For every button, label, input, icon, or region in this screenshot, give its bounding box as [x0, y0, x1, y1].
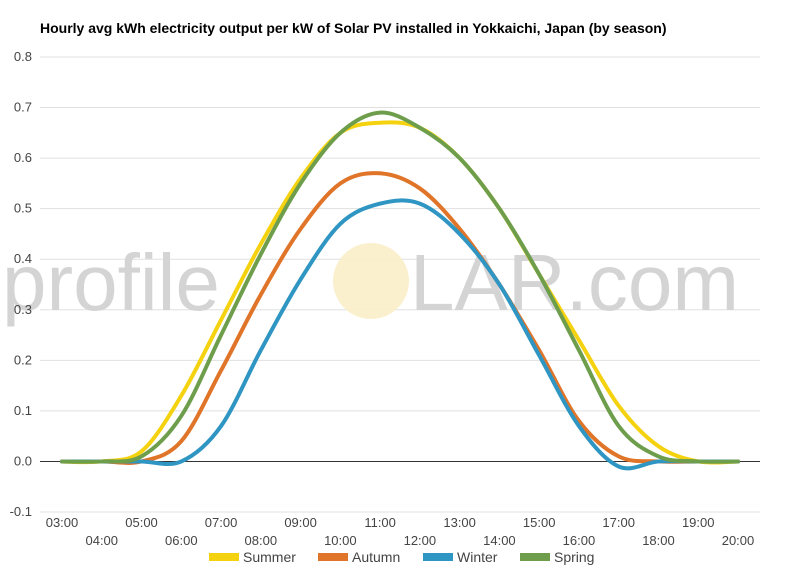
legend-swatch-spring	[520, 553, 550, 561]
series-line-spring	[60, 110, 740, 464]
x-tick-label: 13:00	[443, 515, 476, 530]
x-tick-label: 16:00	[563, 533, 596, 548]
watermark-text-right: LAR.com	[410, 238, 739, 327]
legend-swatch-autumn	[318, 553, 348, 561]
x-tick-label: 15:00	[523, 515, 556, 530]
legend: Summer Autumn Winter Spring	[209, 549, 594, 565]
x-tick-label: 19:00	[682, 515, 715, 530]
watermark: profile LAR.com	[2, 238, 739, 327]
watermark-sun-icon	[333, 243, 409, 319]
y-tick-label: 0.3	[14, 302, 32, 317]
legend-label-winter: Winter	[457, 549, 498, 565]
legend-label-spring: Spring	[554, 549, 594, 565]
x-tick-label: 05:00	[125, 515, 158, 530]
y-tick-label: 0.8	[14, 49, 32, 64]
series-lines	[60, 110, 740, 471]
y-tick-label: 0.0	[14, 453, 32, 468]
y-tick-label: -0.1	[10, 504, 32, 519]
y-tick-label: 0.2	[14, 352, 32, 367]
series-line-winter	[60, 198, 740, 471]
x-tick-label: 07:00	[205, 515, 238, 530]
y-axis: -0.1 0.0 0.1 0.2 0.3 0.4 0.5 0.6 0.7 0.8	[10, 49, 32, 519]
y-tick-label: 0.5	[14, 201, 32, 216]
y-tick-label: 0.7	[14, 100, 32, 115]
x-tick-label: 08:00	[245, 533, 278, 548]
x-tick-label: 03:00	[46, 515, 79, 530]
y-tick-label: 0.6	[14, 150, 32, 165]
x-tick-label: 12:00	[404, 533, 437, 548]
x-tick-label: 04:00	[85, 533, 118, 548]
series-line-summer	[60, 120, 740, 465]
x-tick-label: 06:00	[165, 533, 198, 548]
chart-title: Hourly avg kWh electricity output per kW…	[40, 20, 667, 36]
legend-label-summer: Summer	[243, 549, 296, 565]
x-tick-label: 11:00	[364, 515, 396, 530]
series-line-autumn	[60, 171, 740, 465]
y-tick-label: 0.4	[14, 251, 32, 266]
legend-swatch-winter	[423, 553, 453, 561]
x-tick-label: 10:00	[324, 533, 357, 548]
x-tick-label: 14:00	[483, 533, 516, 548]
watermark-text-left: profile	[2, 238, 220, 327]
legend-label-autumn: Autumn	[352, 549, 400, 565]
x-tick-label: 17:00	[602, 515, 635, 530]
y-tick-label: 0.1	[14, 403, 32, 418]
x-axis: 03:00 05:00 07:00 09:00 11:00 13:00 15:00 17:00…	[46, 515, 755, 548]
x-tick-label: 20:00	[722, 533, 755, 548]
legend-swatch-summer	[209, 553, 239, 561]
x-tick-label: 18:00	[642, 533, 675, 548]
x-tick-label: 09:00	[284, 515, 317, 530]
